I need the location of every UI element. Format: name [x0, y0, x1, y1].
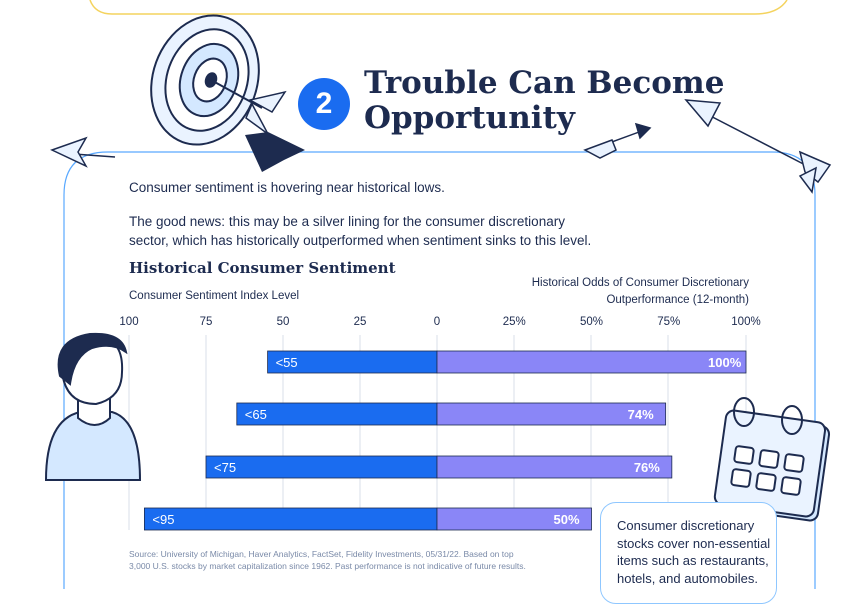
person-icon [44, 332, 142, 481]
right-axis-label: Historical Odds of Consumer Discretionar… [532, 275, 749, 309]
source-line-2: 3,000 U.S. stocks by market capitalizati… [129, 561, 526, 571]
right-tick-label: 25% [502, 316, 526, 328]
right-tick-label: 100% [731, 316, 761, 328]
title-line-1: Trouble Can Become [364, 65, 725, 101]
intro-text-2b: sector, which has historically outperfor… [129, 233, 592, 248]
left-tick-label: 0 [433, 316, 441, 328]
right-tick-label: 50% [579, 316, 604, 328]
odds-bar-label: 74% [627, 407, 654, 422]
callout-box: Consumer discretionary stocks cover non-… [600, 502, 777, 604]
sentiment-bar-label: <75 [214, 460, 237, 475]
source-note: Source: University of Michigan, Haver An… [129, 548, 529, 572]
left-tick-label: 75 [199, 316, 213, 328]
decorative-background [44, 0, 832, 589]
sentiment-bar-label: <55 [275, 355, 298, 370]
sentiment-bar-label: <95 [152, 512, 175, 527]
right-axis-label-line-1: Historical Odds of Consumer Discretionar… [531, 277, 749, 289]
odds-bar [436, 350, 747, 374]
odds-bar [436, 455, 673, 479]
intro-text-2a: The good news: this may be a silver lini… [129, 214, 565, 229]
odds-bar [436, 507, 592, 531]
odds-bar-label: 100% [708, 355, 742, 370]
odds-bar-label: 50% [553, 512, 580, 527]
bar-group [143, 350, 747, 531]
right-tick-label: 75% [657, 316, 681, 328]
title-line-2: Opportunity [364, 100, 575, 136]
chart-title: Historical Consumer Sentiment [129, 259, 396, 277]
source-line-1: Source: University of Michigan, Haver An… [129, 549, 514, 559]
left-tick-label: 50 [276, 316, 290, 328]
odds-bar [436, 402, 667, 426]
callout-text: Consumer discretionary stocks cover non-… [617, 518, 771, 586]
sentiment-bar-label: <65 [244, 407, 267, 422]
left-tick-label: 100 [119, 316, 139, 328]
left-axis-label: Consumer Sentiment Index Level [129, 290, 300, 302]
odds-bar-label: 76% [633, 460, 660, 475]
left-tick-label: 25 [353, 316, 367, 328]
sentiment-bar [143, 507, 438, 531]
step-number-badge: 2 [298, 78, 350, 130]
right-axis-label-line-2: Outperformance (12-month) [606, 294, 749, 306]
page-title: Trouble Can Become Opportunity [364, 66, 724, 136]
intro-text-1: Consumer sentiment is hovering near hist… [129, 180, 445, 195]
sentiment-bar [205, 455, 438, 479]
target-icon [150, 14, 305, 172]
arrow-icon [50, 99, 832, 194]
